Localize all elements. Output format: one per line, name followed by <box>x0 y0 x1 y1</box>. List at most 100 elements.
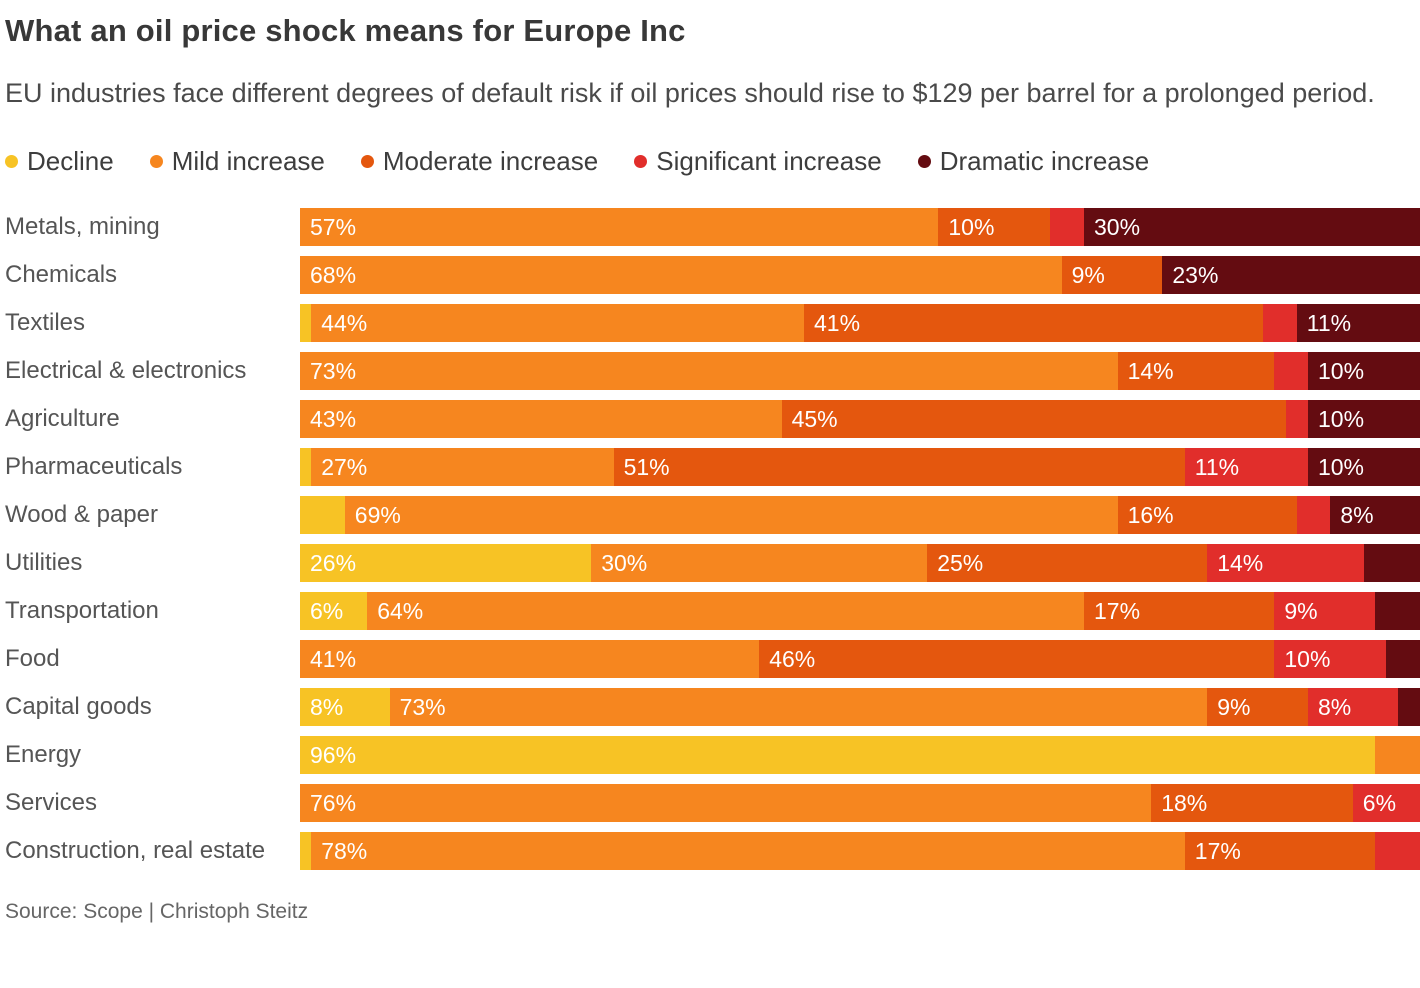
bar-segment-mild-increase: 44% <box>311 304 804 342</box>
chart-row-agriculture: Agriculture 43% 45% 10% <box>0 400 1420 438</box>
bar-track: 96% <box>300 736 1420 774</box>
chart-row-food: Food 41% 46% 10% <box>0 640 1420 678</box>
chart-row-transportation: Transportation 6% 64% 17% 9% <box>0 592 1420 630</box>
bar-segment-decline <box>300 832 312 870</box>
category-label: Utilities <box>5 549 83 576</box>
bar-track: 73% 14% 10% <box>300 352 1420 390</box>
bar-segment-significant-increase: 6% <box>1352 784 1420 822</box>
bar-value-label: 64% <box>377 598 424 624</box>
bar-segment-mild-increase: 76% <box>300 784 1152 822</box>
legend-item-dramatic-increase: Dramatic increase <box>917 145 1150 177</box>
bar-value-label: 43% <box>310 406 357 432</box>
bar-segment-significant-increase <box>1285 400 1308 438</box>
bar-value-label: 41% <box>813 310 861 336</box>
legend-swatch-icon <box>634 154 648 168</box>
bar-segment-significant-increase: 9% <box>1274 592 1376 630</box>
legend: Decline Mild increase Moderate increase Sig… <box>5 146 1420 176</box>
chart-header: What an oil price shock means for Europe… <box>5 12 1420 116</box>
bar-segment-mild-increase: 73% <box>300 352 1118 390</box>
bar-track: 6% 64% 17% 9% <box>300 592 1420 630</box>
chart-row-wood-paper: Wood & paper 69% 16% 8% <box>0 496 1420 534</box>
bar-value-label: 8% <box>1340 502 1374 528</box>
bar-segment-mild-increase <box>1375 736 1420 774</box>
bar-value-label: 41% <box>310 646 357 672</box>
bar-value-label: 68% <box>310 262 357 288</box>
bar-segment-significant-increase: 14% <box>1207 544 1364 582</box>
bar-value-label: 76% <box>310 790 357 816</box>
bar-value-label: 9% <box>1217 694 1251 720</box>
bar-track: 69% 16% 8% <box>300 496 1420 534</box>
bar-value-label: 45% <box>791 406 838 432</box>
bar-value-label: 17% <box>1093 598 1141 624</box>
bar-segment-moderate-increase: 17% <box>1083 592 1275 630</box>
bar-segment-dramatic-increase: 11% <box>1296 304 1420 342</box>
bar-segment-dramatic-increase: 8% <box>1330 496 1420 534</box>
bar-segment-dramatic-increase: 10% <box>1307 400 1420 438</box>
bar-value-label: 6% <box>310 598 344 624</box>
category-label: Wood & paper <box>5 501 158 528</box>
bar-value-label: 78% <box>321 838 368 864</box>
bar-segment-significant-increase: 10% <box>1274 640 1387 678</box>
bar-value-label: 11% <box>1306 310 1352 336</box>
bar-value-label: 26% <box>310 550 357 576</box>
chart-row-services: Services 76% 18% 6% <box>0 784 1420 822</box>
bar-track: 57% 10% 30% <box>300 208 1420 246</box>
chart-subtitle: EU industries face different degrees of … <box>5 78 1375 108</box>
bar-segment-moderate-increase: 46% <box>759 640 1275 678</box>
bar-segment-decline: 26% <box>300 544 592 582</box>
bar-value-label: 69% <box>354 502 401 528</box>
bar-segment-moderate-increase: 9% <box>1061 256 1163 294</box>
bar-value-label: 6% <box>1362 790 1397 816</box>
bar-segment-dramatic-increase <box>1363 544 1420 582</box>
bar-track: 76% 18% 6% <box>300 784 1420 822</box>
bar-segment-moderate-increase: 10% <box>938 208 1051 246</box>
bar-segment-mild-increase: 30% <box>591 544 928 582</box>
bar-value-label: 10% <box>1317 358 1365 384</box>
stacked-bar-chart: Metals, mining 57% 10% 30% Chemicals 68% 9% 23%… <box>0 208 1420 870</box>
bar-segment-mild-increase: 69% <box>344 496 1118 534</box>
bar-segment-mild-increase: 27% <box>311 448 614 486</box>
bar-value-label: 16% <box>1127 502 1174 528</box>
category-label: Textiles <box>5 309 86 336</box>
bar-value-label: 96% <box>310 742 357 768</box>
legend-label: Moderate increase <box>382 145 599 176</box>
bar-value-label: 10% <box>1317 406 1365 432</box>
category-label: Energy <box>5 741 82 768</box>
bar-value-label: 30% <box>1093 214 1141 240</box>
bar-segment-dramatic-increase <box>1386 640 1420 678</box>
bar-segment-mild-increase: 78% <box>311 832 1185 870</box>
bar-segment-significant-increase <box>1050 208 1084 246</box>
bar-segment-decline: 8% <box>300 688 390 726</box>
legend-swatch-icon <box>360 154 374 168</box>
legend-label: Decline <box>27 145 114 176</box>
category-label: Food <box>5 645 60 672</box>
chart-footer: Source: Scope | Christoph Steitz <box>5 900 1420 924</box>
bar-segment-moderate-increase: 41% <box>803 304 1264 342</box>
bar-value-label: 9% <box>1284 598 1318 624</box>
category-label: Agriculture <box>5 405 120 432</box>
bar-segment-decline <box>300 448 312 486</box>
bar-value-label: 73% <box>399 694 446 720</box>
bar-segment-mild-increase: 64% <box>367 592 1084 630</box>
bar-value-label: 9% <box>1071 262 1105 288</box>
bar-value-label: 11% <box>1194 454 1240 480</box>
category-label: Electrical & electronics <box>5 357 247 384</box>
bar-segment-dramatic-increase: 10% <box>1307 352 1420 390</box>
bar-segment-dramatic-increase <box>1397 688 1420 726</box>
bar-value-label: 8% <box>1317 694 1352 720</box>
bar-value-label: 57% <box>310 214 357 240</box>
category-label: Transportation <box>5 597 159 624</box>
bar-value-label: 27% <box>321 454 368 480</box>
bar-value-label: 10% <box>1284 646 1331 672</box>
bar-value-label: 8% <box>310 694 344 720</box>
bar-track: 8% 73% 9% 8% <box>300 688 1420 726</box>
chart-row-capital-goods: Capital goods 8% 73% 9% 8% <box>0 688 1420 726</box>
chart-row-energy: Energy 96% <box>0 736 1420 774</box>
bar-segment-moderate-increase: 9% <box>1207 688 1308 726</box>
bar-track: 26% 30% 25% 14% <box>300 544 1420 582</box>
bar-segment-decline: 96% <box>300 736 1376 774</box>
chart-row-utilities: Utilities 26% 30% 25% 14% <box>0 544 1420 582</box>
legend-label: Mild increase <box>171 145 325 176</box>
legend-label: Dramatic increase <box>939 145 1150 176</box>
bar-segment-significant-increase <box>1274 352 1308 390</box>
